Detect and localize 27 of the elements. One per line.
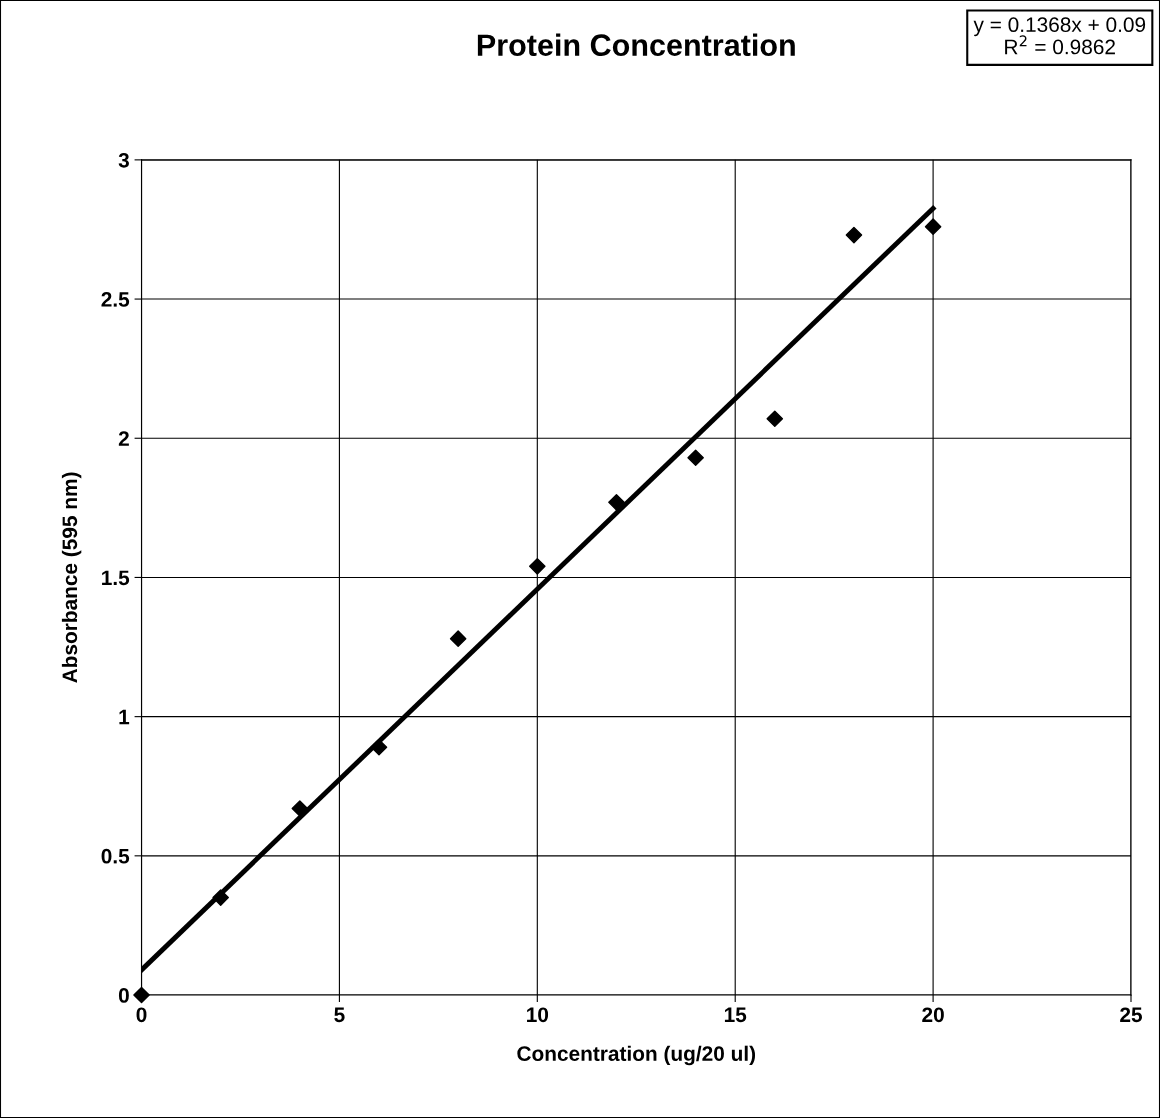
x-tick-label: 0 [136, 1007, 147, 1023]
point [212, 889, 229, 906]
y-tick-label: 0 [118, 988, 129, 1003]
text: y = 0.1368x + 0.09 R$^{2}$ = 0.9862 [973, 17, 1146, 55]
point [529, 558, 546, 575]
point [924, 218, 942, 235]
x-tick-label: 5 [334, 1007, 345, 1023]
y-tick-label: 1.5 [102, 570, 130, 586]
point [291, 800, 309, 817]
point [133, 986, 150, 1004]
y-tick-label: 0.5 [101, 848, 130, 864]
x-tick-label: 10 [527, 1007, 549, 1023]
y-tick-label: 2 [118, 431, 129, 446]
x-tick-label: 15 [724, 1007, 747, 1023]
x-axis-title: Concentration (ug/20 ul) [517, 1045, 756, 1066]
x-tick-label: 25 [1120, 1007, 1143, 1023]
chart-title: Protein Concentration [477, 33, 795, 57]
point [449, 630, 467, 647]
y-tick-label: 1 [119, 709, 130, 725]
x-tick-label: 20 [922, 1007, 944, 1023]
point [845, 226, 863, 244]
y-axis-title: Absorbance (595 nm) [61, 472, 82, 683]
y-tick-label: 3 [118, 152, 129, 168]
point [608, 493, 625, 511]
y-tick-label: 2.5 [101, 292, 130, 307]
point [766, 410, 784, 428]
point [687, 449, 704, 467]
